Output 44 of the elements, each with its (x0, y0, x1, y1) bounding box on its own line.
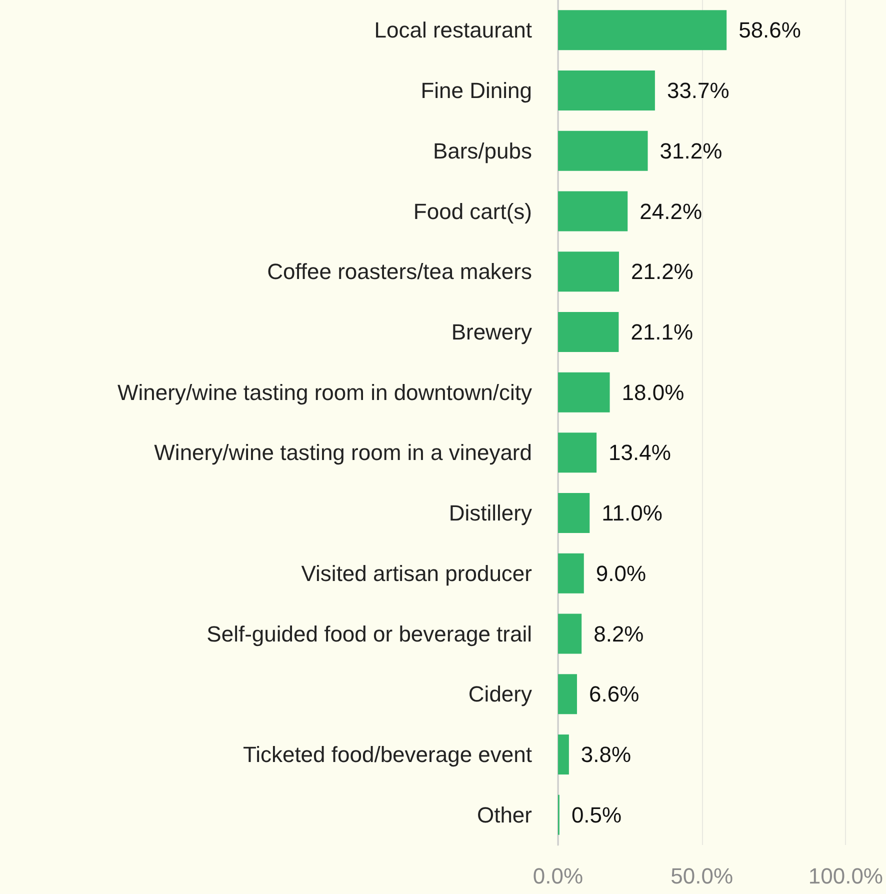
y-tick-label: Bars/pubs (432, 138, 532, 164)
bar (558, 70, 655, 111)
data-label: 3.8% (580, 742, 632, 767)
y-tick-label: Local restaurant (374, 18, 532, 43)
data-label: 24.2% (640, 198, 702, 224)
bar (558, 553, 584, 594)
x-tick-label: 50.0% (670, 864, 734, 888)
data-label: 21.1% (630, 319, 694, 344)
bar (558, 130, 648, 171)
y-tick-label: Distillery (448, 500, 532, 526)
data-label: 31.2% (660, 138, 722, 164)
y-tick-label: Winery/wine tasting room in a vineyard (154, 440, 532, 466)
bar (558, 252, 619, 292)
y-tick-label: Fine Dining (420, 78, 532, 104)
data-label: 11.0% (602, 500, 662, 526)
y-tick-label: Food cart(s) (413, 198, 532, 224)
y-tick-label: Coffee roasters/tea makers (267, 259, 532, 284)
bar (558, 10, 727, 50)
data-label: 58.6% (738, 18, 801, 43)
data-label: 8.2% (594, 621, 644, 646)
data-label: 33.7% (666, 78, 730, 104)
bar (558, 191, 628, 232)
x-tick-label: 0.0% (532, 864, 584, 888)
bar (558, 674, 577, 714)
y-tick-label: Cidery (468, 682, 532, 707)
data-label: 0.5% (571, 802, 622, 828)
y-tick-label: Brewery (451, 319, 532, 344)
y-tick-label: Visited artisan producer (301, 560, 532, 586)
y-tick-label: Other (476, 802, 532, 828)
y-tick-label: Self-guided food or beverage trail (206, 621, 532, 646)
data-label: 21.2% (630, 259, 694, 284)
bar (558, 432, 597, 473)
y-tick-label: Winery/wine tasting room in downtown/city (118, 380, 532, 405)
bar (558, 372, 610, 412)
y-tick-label: Ticketed food/beverage event (242, 742, 532, 767)
data-label: 13.4% (608, 440, 671, 466)
data-label: 9.0% (596, 560, 646, 586)
bar (558, 312, 619, 352)
bar (558, 614, 582, 654)
data-label: 18.0% (622, 380, 684, 405)
x-tick-label: 100.0% (808, 864, 884, 888)
data-label: 6.6% (588, 682, 640, 707)
bar (558, 493, 590, 534)
bar (558, 734, 569, 774)
